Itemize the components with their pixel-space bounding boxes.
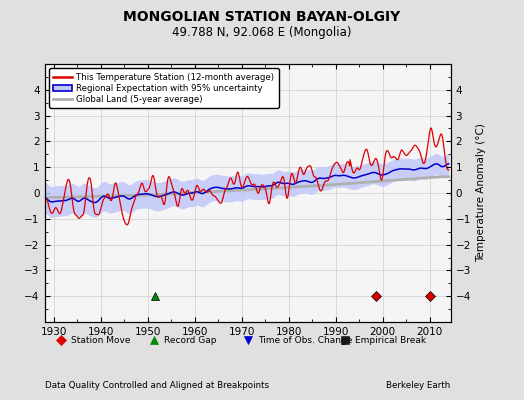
Text: Record Gap: Record Gap (165, 336, 217, 345)
Text: Time of Obs. Change: Time of Obs. Change (258, 336, 352, 345)
Y-axis label: Temperature Anomaly (°C): Temperature Anomaly (°C) (476, 124, 486, 262)
Legend: This Temperature Station (12-month average), Regional Expectation with 95% uncer: This Temperature Station (12-month avera… (49, 68, 279, 108)
Text: Station Move: Station Move (71, 336, 130, 345)
Text: MONGOLIAN STATION BAYAN-OLGIY: MONGOLIAN STATION BAYAN-OLGIY (123, 10, 401, 24)
Text: Data Quality Controlled and Aligned at Breakpoints: Data Quality Controlled and Aligned at B… (45, 381, 269, 390)
Text: 49.788 N, 92.068 E (Mongolia): 49.788 N, 92.068 E (Mongolia) (172, 26, 352, 39)
Text: Empirical Break: Empirical Break (355, 336, 427, 345)
Text: Berkeley Earth: Berkeley Earth (386, 381, 451, 390)
